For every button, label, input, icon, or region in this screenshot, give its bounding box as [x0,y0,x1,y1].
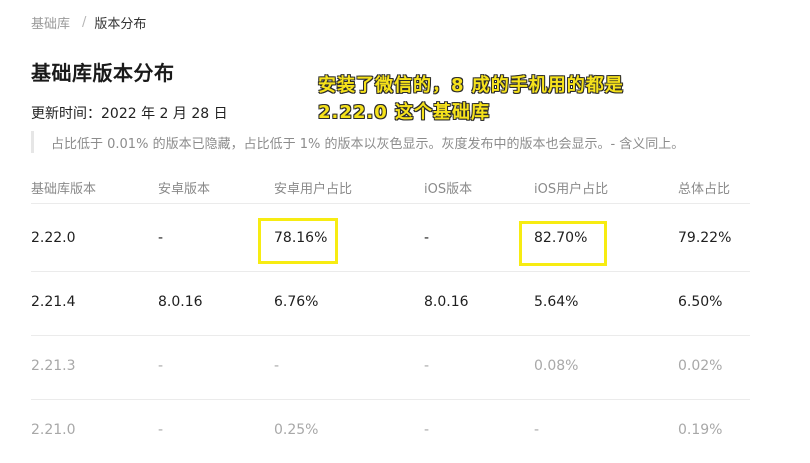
annotation-callout: 安装了微信的，8 成的手机用的都是 2.22.0 这个基础库 [318,72,624,126]
header-cell: 基础库版本 [31,182,97,197]
header-cell: 安卓版本 [158,182,211,197]
update-time: 更新时间：2022 年 2 月 28 日 [31,106,228,122]
table-cell: - [158,358,164,374]
table-cell: - [274,358,280,374]
table-cell: 2.22.0 [31,230,76,246]
highlight-box-ios-share [519,221,607,266]
table-cell: 8.0.16 [158,294,203,310]
table-cell: - [158,230,164,246]
table-cell: 78.16% [274,230,328,246]
table-cell: 0.08% [534,358,579,374]
header-cell: 总体占比 [678,182,731,197]
table-cell: 2.21.0 [31,422,76,438]
table-cell: - [158,422,164,438]
table-cell: - [424,230,430,246]
table-cell: - [424,422,430,438]
annotation-line-2: 2.22.0 这个基础库 [318,102,491,123]
info-note: 占比低于 0.01% 的版本已隐藏，占比低于 1% 的版本以灰色显示。灰度发布中… [31,131,754,153]
table-cell: 0.19% [678,422,723,438]
breadcrumb-separator: / [82,15,87,30]
table-cell: 0.25% [274,422,319,438]
header-cell: iOS版本 [424,182,473,197]
table-cell: 6.50% [678,294,723,310]
table-cell: 6.76% [274,294,319,310]
table-row: 2.21.0 - 0.25% - - 0.19% [31,400,750,463]
table-cell: - [424,358,430,374]
page-title: 基础库版本分布 [31,61,175,85]
table-cell: - [534,422,540,438]
header-cell: 安卓用户占比 [274,182,353,197]
table-cell: 8.0.16 [424,294,469,310]
breadcrumb-root-link[interactable]: 基础库 [31,17,71,32]
breadcrumb-current: 版本分布 [94,17,147,32]
info-note-text: 占比低于 0.01% 的版本已隐藏，占比低于 1% 的版本以灰色显示。灰度发布中… [51,137,685,152]
header-cell: iOS用户占比 [534,182,609,197]
table-cell: 79.22% [678,230,732,246]
table-cell: 2.21.3 [31,358,76,374]
breadcrumb: 基础库 / 版本分布 [31,13,146,32]
table-cell: 2.21.4 [31,294,76,310]
table-row: 2.21.3 - - - 0.08% 0.02% [31,336,750,400]
table-cell: 0.02% [678,358,723,374]
highlight-box-android-share [258,218,338,264]
table-row: 2.21.4 8.0.16 6.76% 8.0.16 5.64% 6.50% [31,272,750,336]
table-row: 2.22.0 - 78.16% - 82.70% 79.22% [31,204,750,272]
table-cell: 5.64% [534,294,579,310]
table-cell: 82.70% [534,230,588,246]
table-header: 基础库版本 安卓版本 安卓用户占比 iOS版本 iOS用户占比 总体占比 [31,170,750,204]
annotation-line-1: 安装了微信的，8 成的手机用的都是 [318,75,624,96]
